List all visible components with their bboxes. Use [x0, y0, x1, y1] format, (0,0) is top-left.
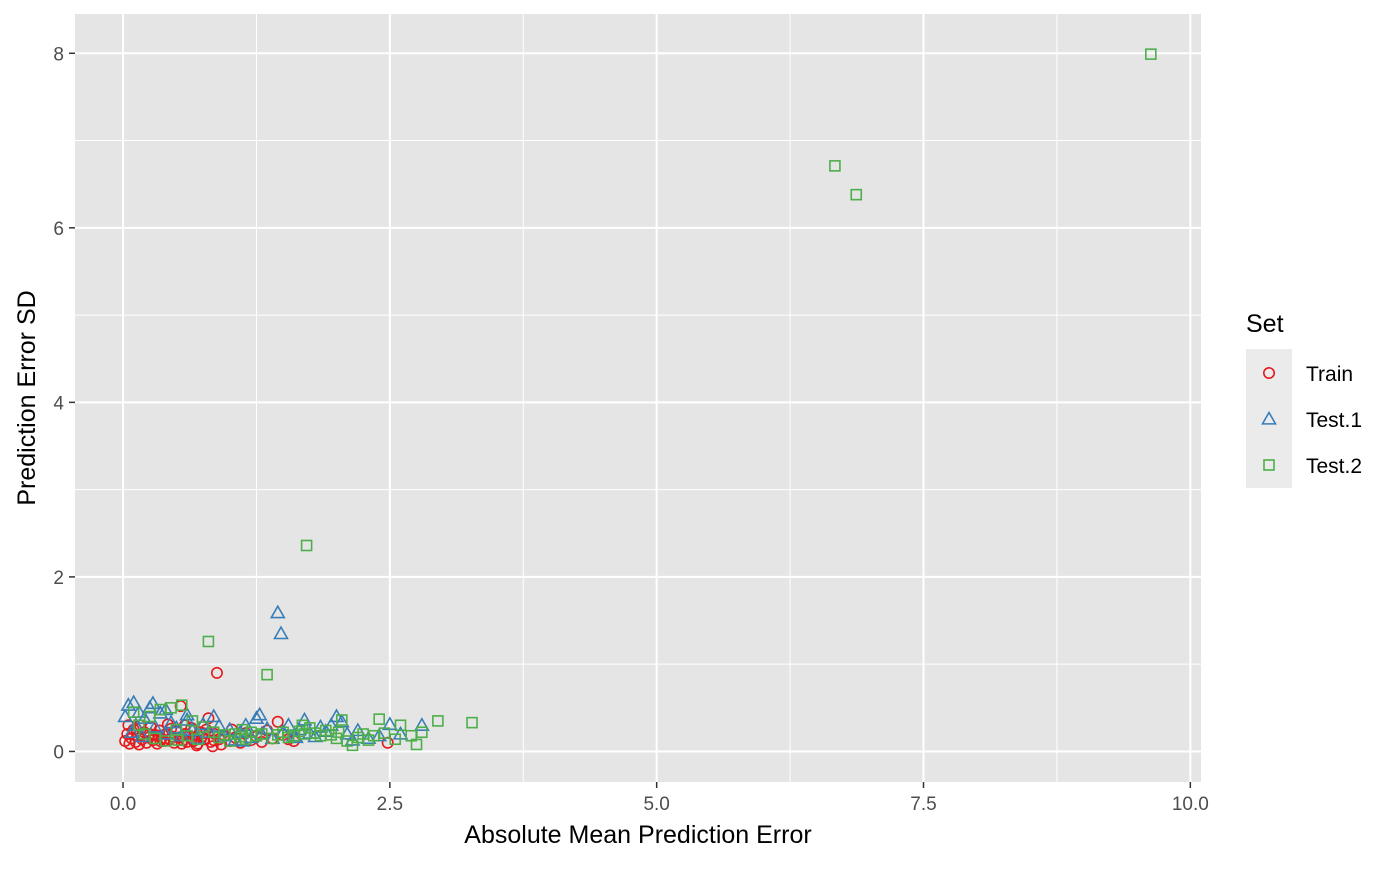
point-test-1	[147, 718, 163, 733]
y-tick-label: 0	[53, 742, 64, 763]
point-test-1	[248, 710, 265, 724]
legend-key-background	[1246, 349, 1292, 488]
point-test-2	[300, 539, 313, 552]
point-test-1	[273, 625, 289, 640]
y-tick-label: 8	[53, 44, 64, 65]
point-test-1	[152, 704, 169, 719]
point-test-2	[202, 635, 215, 648]
point-train	[190, 739, 203, 752]
point-test-2	[410, 738, 423, 751]
point-test-2	[850, 188, 863, 201]
point-test-2	[175, 699, 188, 712]
x-tick-label: 7.5	[910, 794, 936, 815]
legend-key-test-1	[1261, 410, 1277, 425]
legend-title: Set	[1246, 310, 1284, 338]
y-tick-label: 4	[53, 393, 64, 414]
x-tick-label: 2.5	[377, 794, 403, 815]
point-test-2	[432, 715, 444, 727]
point-test-2	[172, 734, 185, 746]
point-test-2	[191, 733, 204, 746]
point-train	[206, 740, 219, 753]
x-axis: 0.0 2.5 5.0 7.5 10.0	[110, 782, 1209, 815]
point-test-2	[296, 719, 309, 732]
point-test-2	[394, 719, 407, 732]
y-axis-title: Prediction Error SD	[13, 290, 41, 505]
point-test-2	[186, 715, 199, 727]
point-test-1	[360, 730, 377, 745]
point-test-2	[373, 713, 385, 725]
point-test-2	[143, 710, 156, 723]
y-tick-label: 2	[53, 568, 64, 589]
point-test-2	[332, 726, 345, 739]
legend-key-train	[1263, 366, 1276, 379]
legend-label-train: Train	[1306, 363, 1353, 386]
point-train	[210, 666, 223, 679]
point-test-2	[1145, 48, 1157, 60]
legend: Set Train Test.1 Test.2	[1246, 310, 1362, 488]
point-test-1	[205, 708, 222, 723]
point-test-1	[168, 719, 185, 734]
point-test-1	[413, 717, 430, 731]
point-test-1	[195, 716, 211, 731]
point-test-1	[145, 695, 161, 710]
point-test-1	[251, 706, 268, 721]
y-tick-label: 6	[53, 219, 64, 240]
legend-label-test-1: Test.1	[1306, 409, 1362, 432]
point-test-2	[236, 723, 249, 736]
x-axis-title: Absolute Mean Prediction Error	[464, 821, 811, 849]
point-test-1	[123, 724, 140, 738]
point-test-2	[416, 726, 428, 739]
point-test-2	[389, 733, 401, 746]
plot-panel	[75, 14, 1201, 782]
point-test-2	[261, 668, 273, 681]
x-tick-label: 0.0	[110, 794, 136, 815]
grid-lines	[75, 14, 1201, 782]
legend-items: Train Test.1 Test.2	[1261, 363, 1362, 478]
point-test-2	[378, 727, 391, 739]
point-test-2	[466, 716, 478, 729]
y-axis: 0 2 4 6 8	[53, 44, 75, 763]
point-test-1	[269, 604, 286, 619]
legend-label-test-2: Test.2	[1306, 455, 1362, 478]
point-test-2	[829, 160, 841, 172]
point-test-2	[159, 735, 172, 747]
point-test-2	[127, 706, 140, 718]
data-points	[117, 48, 1157, 753]
x-tick-label: 10.0	[1172, 794, 1209, 815]
point-test-2	[336, 714, 348, 726]
legend-key-test-2	[1263, 459, 1275, 471]
x-tick-label: 5.0	[643, 794, 669, 815]
